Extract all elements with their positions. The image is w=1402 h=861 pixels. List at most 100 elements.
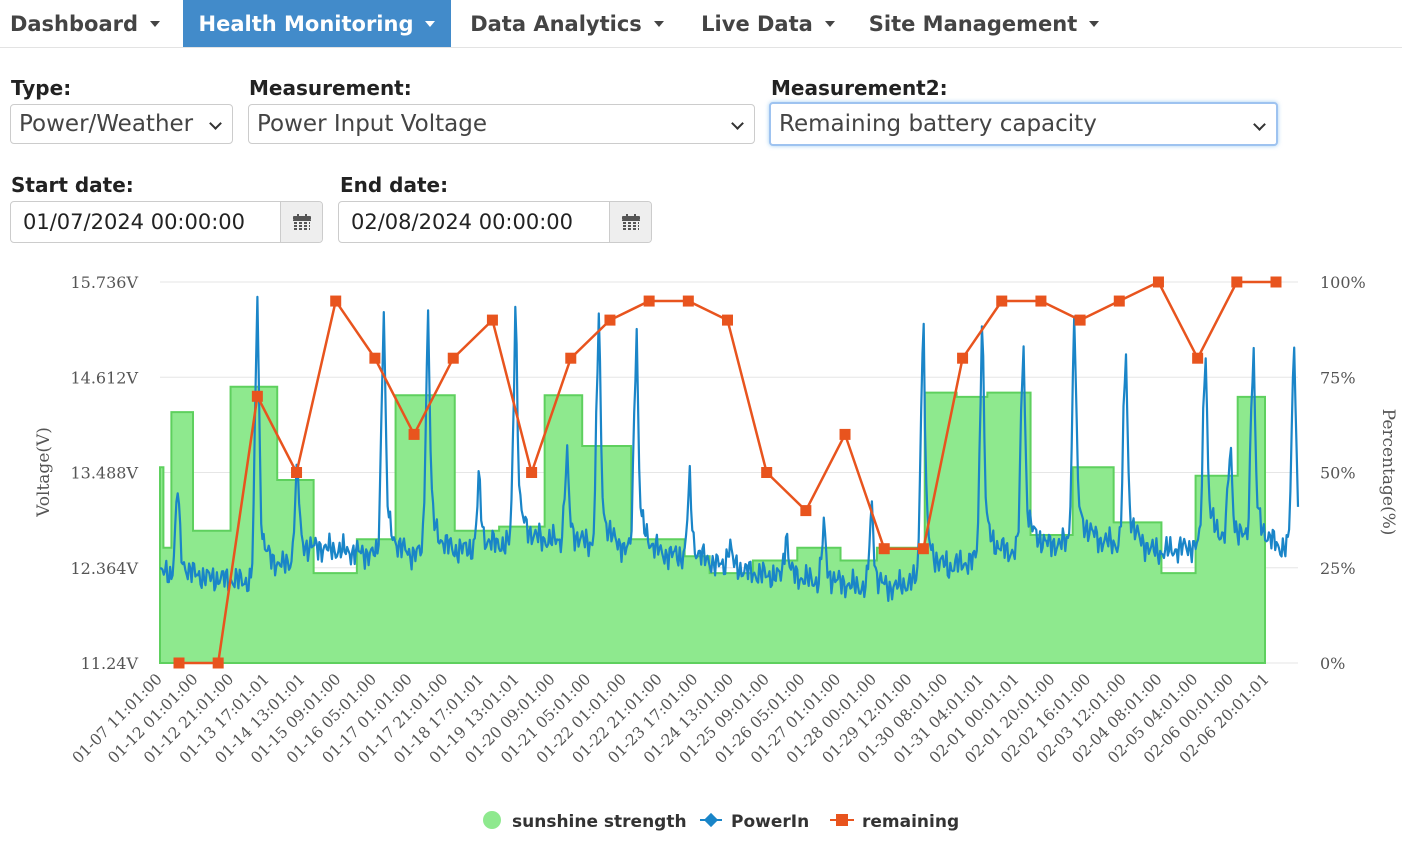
measurement2-label: Measurement2: bbox=[771, 76, 948, 100]
remaining-point bbox=[604, 314, 616, 326]
type-select[interactable]: Power/Weather bbox=[10, 104, 233, 144]
legend-powerin-label[interactable]: PowerIn bbox=[731, 812, 809, 832]
y-tick-label: 15.736V bbox=[70, 273, 138, 292]
remaining-point bbox=[643, 295, 655, 307]
nav-live-data[interactable]: Live Data bbox=[688, 0, 848, 47]
x-tick-label: 01-15 09:01:00 bbox=[247, 670, 344, 767]
remaining-point bbox=[212, 657, 224, 669]
nav-site-management[interactable]: Site Management bbox=[858, 0, 1110, 47]
chevron-down-icon bbox=[1089, 20, 1100, 27]
x-tick-label: 02-01 20:01:00 bbox=[962, 670, 1059, 767]
nav-dashboard-label: Dashboard bbox=[9, 11, 139, 36]
remaining-point bbox=[447, 352, 459, 364]
type-label: Type: bbox=[11, 76, 72, 100]
remaining-point bbox=[957, 352, 969, 364]
remaining-line bbox=[179, 280, 1276, 665]
y2-tick-label: 25% bbox=[1320, 559, 1356, 578]
remaining-point bbox=[330, 295, 342, 307]
nav-health-monitoring[interactable]: Health Monitoring bbox=[183, 0, 451, 47]
x-tick-label: 01-16 05:01:00 bbox=[283, 670, 380, 767]
start-date-picker-button[interactable] bbox=[280, 202, 322, 242]
remaining-point bbox=[682, 295, 694, 307]
y2-tick-label: 0% bbox=[1320, 654, 1345, 673]
x-tick-label: 01-19 13:01:01 bbox=[426, 670, 523, 767]
measurement2-select[interactable]: Remaining battery capacity bbox=[769, 102, 1278, 146]
x-tick-label: 02-04 08:01:00 bbox=[1069, 670, 1166, 767]
x-tick-label: 01-14 13:01:01 bbox=[212, 670, 309, 767]
x-tick-label: 01-22 01:01:00 bbox=[533, 670, 630, 767]
remaining-point bbox=[251, 390, 263, 402]
remaining-point bbox=[1035, 295, 1047, 307]
measurement-select[interactable]: Power Input Voltage bbox=[248, 104, 755, 144]
y-tick-label: 11.24V bbox=[81, 654, 139, 673]
end-date-picker-button[interactable] bbox=[609, 202, 651, 242]
legend-powerin-marker bbox=[703, 812, 719, 828]
legend-remaining-marker bbox=[836, 814, 848, 826]
x-tick-label: 01-12 21:01:00 bbox=[140, 670, 237, 767]
x-tick-label: 02-05 04:01:00 bbox=[1104, 670, 1201, 767]
calendar-icon bbox=[292, 214, 311, 230]
x-tick-label: 01-31 04:01:01 bbox=[890, 670, 987, 767]
top-navbar: Dashboard Health Monitoring Data Analyti… bbox=[0, 0, 1402, 48]
remaining-point bbox=[761, 467, 773, 478]
chevron-down-icon bbox=[824, 20, 835, 27]
type-select-value: Power/Weather bbox=[19, 111, 194, 137]
chevron-down-icon bbox=[1253, 118, 1266, 131]
y2-axis-title: Percentage(%) bbox=[1378, 409, 1398, 536]
x-tick-label: 01-24 13:01:00 bbox=[640, 670, 737, 767]
end-date-label: End date: bbox=[340, 173, 449, 197]
remaining-line-layer bbox=[173, 276, 1282, 669]
remaining-point bbox=[800, 505, 812, 517]
remaining-point bbox=[1152, 276, 1164, 288]
remaining-point bbox=[408, 428, 420, 440]
remaining-point bbox=[878, 543, 890, 555]
x-tick-label: 01-22 21:01:00 bbox=[569, 670, 666, 767]
remaining-point bbox=[173, 657, 185, 669]
chart-axes: 15.736V 14.612V 13.488V 12.364V 11.24V 100% 75… bbox=[69, 273, 1366, 767]
x-tick-label: 01-21 05:01:00 bbox=[497, 670, 594, 767]
x-tick-label: 01-30 08:01:00 bbox=[854, 670, 951, 767]
nav-data-analytics-label: Data Analytics bbox=[470, 11, 642, 36]
remaining-point bbox=[1231, 276, 1243, 288]
chevron-down-icon bbox=[731, 117, 744, 130]
chevron-down-icon bbox=[653, 20, 664, 27]
start-date-input[interactable]: 01/07/2024 00:00:00 bbox=[10, 201, 323, 243]
remaining-point bbox=[722, 314, 733, 326]
y-tick-label: 12.364V bbox=[70, 559, 138, 578]
x-tick-label: 02-01 00:01:01 bbox=[926, 670, 1023, 767]
remaining-point bbox=[369, 352, 381, 364]
nav-site-management-label: Site Management bbox=[868, 11, 1078, 36]
legend-remaining-label[interactable]: remaining bbox=[862, 812, 959, 832]
remaining-point bbox=[1074, 314, 1086, 326]
nav-data-analytics[interactable]: Data Analytics bbox=[458, 0, 676, 47]
end-date-input[interactable]: 02/08/2024 00:00:00 bbox=[338, 201, 652, 243]
x-tick-label: 01-27 01:01:00 bbox=[747, 670, 844, 767]
measurement2-select-value: Remaining battery capacity bbox=[779, 111, 1097, 137]
remaining-point bbox=[526, 467, 538, 478]
y2-tick-label: 75% bbox=[1320, 368, 1356, 387]
x-tick-label: 01-28 00:01:00 bbox=[783, 670, 880, 767]
remaining-point bbox=[1113, 295, 1125, 307]
y-tick-label: 14.612V bbox=[70, 368, 138, 387]
x-tick-label: 01-12 01:01:00 bbox=[104, 670, 201, 767]
x-tick-label: 01-29 12:01:00 bbox=[819, 670, 916, 767]
x-tick-label: 02-03 12:01:00 bbox=[1033, 670, 1130, 767]
nav-dashboard[interactable]: Dashboard bbox=[0, 0, 170, 47]
y2-tick-label: 50% bbox=[1320, 464, 1356, 483]
powerin-line-layer bbox=[159, 295, 1300, 603]
x-tick-label: 01-25 09:01:00 bbox=[676, 670, 773, 767]
x-tick-label: 01-18 17:01:01 bbox=[390, 670, 487, 767]
powerin-line bbox=[159, 295, 1300, 603]
chevron-down-icon bbox=[425, 20, 436, 27]
sunshine-area bbox=[159, 385, 1266, 664]
y-axis-title: Voltage(V) bbox=[34, 427, 54, 518]
x-tick-label: 01-26 05:01:00 bbox=[712, 670, 809, 767]
chevron-down-icon bbox=[150, 20, 161, 27]
remaining-point bbox=[291, 467, 303, 478]
legend-sunshine-label[interactable]: sunshine strength bbox=[512, 812, 687, 832]
x-tick-label: 02-02 16:01:00 bbox=[997, 670, 1094, 767]
remaining-point bbox=[1270, 276, 1282, 288]
x-tick-label: 01-17 01:01:00 bbox=[319, 670, 416, 767]
legend-sunshine-marker bbox=[483, 811, 501, 829]
x-tick-label: 01-23 17:01:00 bbox=[604, 670, 701, 767]
